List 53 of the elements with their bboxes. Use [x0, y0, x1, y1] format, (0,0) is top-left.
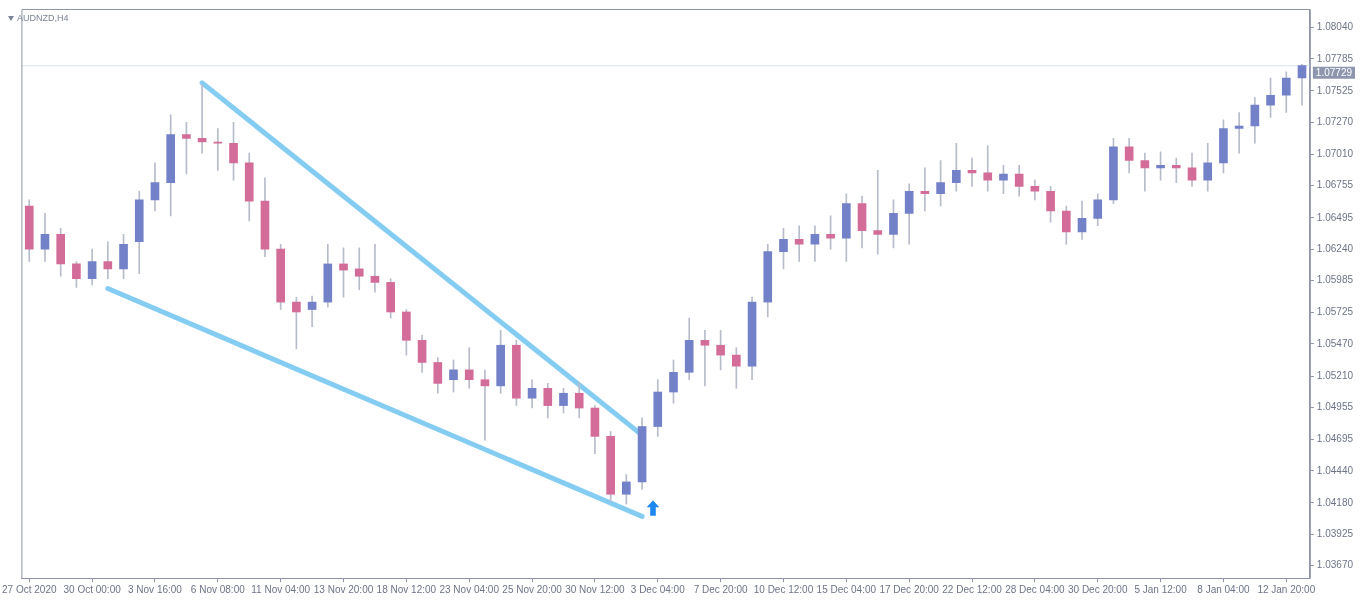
x-tick-label: 3 Dec 04:00 — [630, 583, 686, 595]
candlestick — [700, 330, 710, 387]
y-tick-label: 1.07525 — [1316, 84, 1354, 96]
x-tick-label: 15 Dec 04:00 — [816, 583, 877, 595]
y-tick-label: 1.06240 — [1316, 242, 1354, 254]
x-tick-label: 30 Oct 00:00 — [63, 583, 122, 595]
candlestick — [480, 369, 490, 441]
y-tick-label: 1.06495 — [1316, 211, 1354, 223]
candlestick — [794, 225, 804, 262]
candlestick — [983, 145, 993, 192]
y-tick-label: 1.07785 — [1316, 52, 1354, 64]
x-tick-label: 25 Nov 20:00 — [502, 583, 563, 595]
candlestick — [354, 247, 364, 291]
x-tick-label: 18 Nov 12:00 — [376, 583, 437, 595]
y-tick-label: 1.08040 — [1316, 21, 1354, 33]
ref-line-label: 1.07729 — [1315, 66, 1353, 78]
x-tick-label: 17 Dec 20:00 — [879, 583, 940, 595]
x-tick-label: 6 Nov 08:00 — [190, 583, 246, 595]
y-tick-label: 1.03670 — [1316, 559, 1354, 571]
x-tick-label: 13 Nov 20:00 — [313, 583, 374, 595]
y-tick-label: 1.04695 — [1316, 433, 1354, 445]
y-tick-label: 1.05470 — [1316, 337, 1354, 349]
x-tick-label: 27 Oct 2020 — [2, 583, 57, 595]
y-tick-label: 1.07270 — [1316, 116, 1354, 128]
x-tick-label: 3 Nov 16:00 — [128, 583, 183, 595]
y-tick-label: 1.07010 — [1316, 148, 1354, 160]
y-tick-label: 1.05210 — [1316, 369, 1354, 381]
x-tick-label: 10 Dec 12:00 — [753, 583, 814, 595]
x-tick-label: 30 Dec 20:00 — [1067, 583, 1128, 595]
y-tick-label: 1.05725 — [1316, 306, 1354, 318]
x-tick-label: 30 Nov 12:00 — [565, 583, 626, 595]
candlestick — [370, 243, 380, 293]
x-tick-label: 23 Nov 04:00 — [439, 583, 500, 595]
candlestick — [1171, 157, 1181, 183]
y-tick-label: 1.04955 — [1316, 401, 1354, 413]
candlestick — [1140, 152, 1150, 192]
x-tick-label: 7 Dec 20:00 — [693, 583, 749, 595]
y-tick-label: 1.04180 — [1316, 496, 1354, 508]
y-tick-label: 1.06755 — [1316, 179, 1354, 191]
candlestick — [464, 347, 474, 389]
y-tick-label: 1.03925 — [1316, 528, 1354, 540]
candlestick — [873, 170, 883, 255]
x-tick-label: 11 Nov 04:00 — [251, 583, 311, 595]
x-tick-label: 12 Jan 20:00 — [1257, 583, 1316, 595]
y-tick-label: 1.05985 — [1316, 274, 1354, 286]
candlestick — [103, 241, 113, 280]
x-tick-label: 22 Dec 12:00 — [942, 583, 1003, 595]
x-tick-label: 28 Dec 04:00 — [1005, 583, 1066, 595]
x-tick-label: 8 Jan 04:00 — [1197, 583, 1250, 595]
text: AUDNZD,H4 — [17, 13, 69, 23]
candlestick — [213, 128, 223, 171]
x-tick-label: 5 Jan 12:00 — [1134, 583, 1188, 595]
y-tick-label: 1.04440 — [1316, 464, 1354, 476]
